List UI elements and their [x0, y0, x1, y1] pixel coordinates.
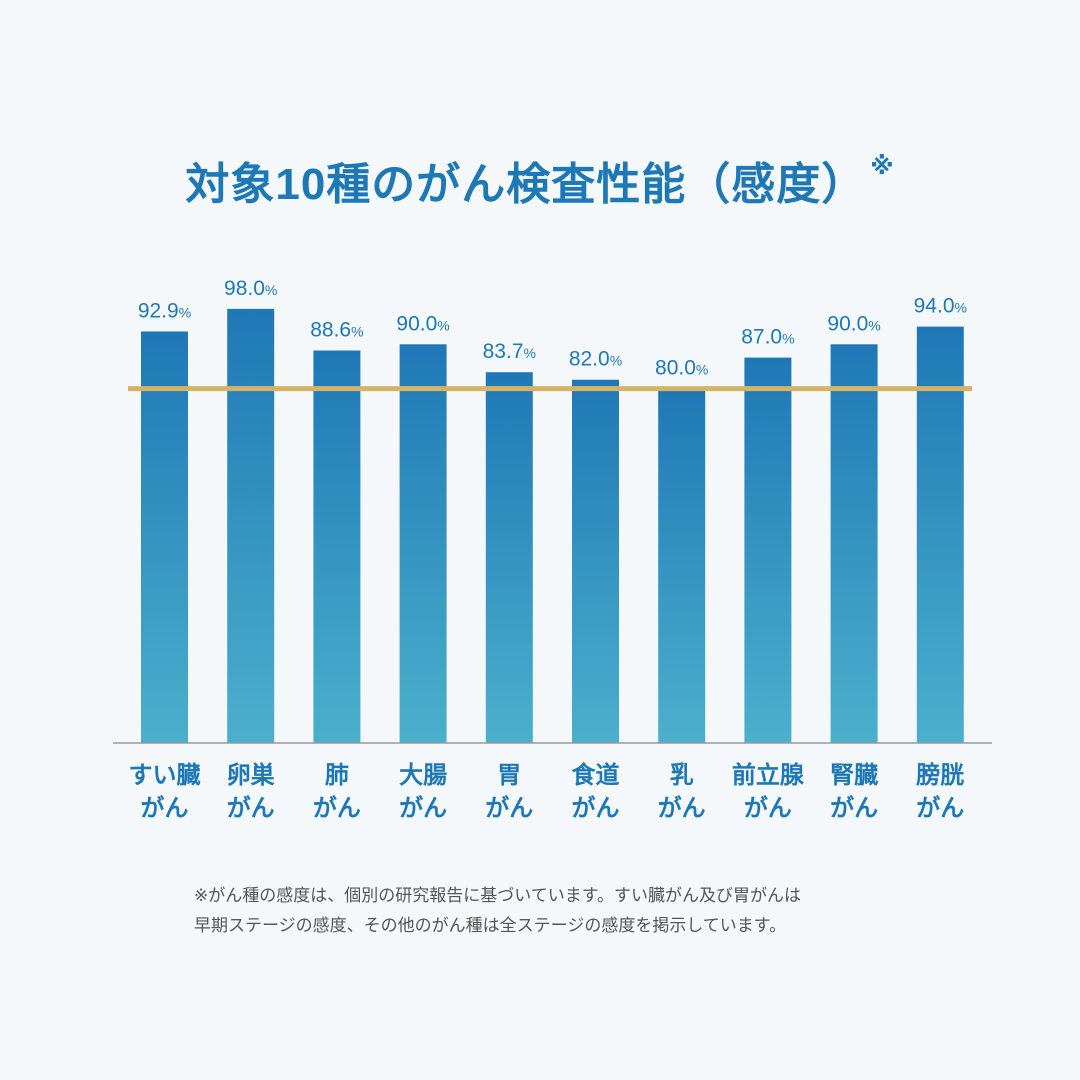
- category-label: 食道: [572, 761, 620, 789]
- category-label: がん: [227, 794, 275, 822]
- title-note-mark: ※: [870, 153, 895, 180]
- category-label: がん: [313, 794, 361, 822]
- value-label: 80.0%: [655, 357, 708, 380]
- category-label: がん: [830, 794, 878, 822]
- category-label: 卵巣: [227, 761, 276, 789]
- bar: [227, 308, 275, 743]
- footnote: ※がん種の感度は、個別の研究報告に基づいています。すい臓がん及び胃がんは 早期ス…: [194, 881, 801, 941]
- category-label: がん: [572, 794, 620, 822]
- bar: [141, 331, 188, 743]
- category-label: がん: [744, 794, 792, 822]
- value-label: 87.0%: [741, 326, 794, 349]
- category-label: 肺: [325, 762, 349, 789]
- value-label: 88.6%: [310, 319, 363, 342]
- value-label: 90.0%: [827, 312, 880, 335]
- category-label: 乳: [670, 761, 694, 789]
- category-label: 胃: [497, 762, 521, 789]
- category-label: すい臓: [129, 762, 201, 789]
- bar: [916, 326, 964, 743]
- chart-title: 対象10種のがん検査性能（感度） ※: [0, 148, 1080, 212]
- category-label: がん: [658, 794, 706, 822]
- bar: [744, 357, 792, 743]
- bar: [399, 344, 447, 743]
- bar: [658, 388, 706, 743]
- value-label: 82.0%: [569, 348, 622, 371]
- value-label: 90.0%: [396, 312, 449, 335]
- value-label: 94.0%: [914, 295, 967, 318]
- category-label: がん: [485, 794, 533, 822]
- bar: [572, 379, 619, 743]
- category-label: がん: [916, 794, 964, 822]
- category-label: がん: [399, 794, 447, 822]
- title-text: 対象10種のがん検査性能（感度）: [185, 160, 867, 209]
- value-label: 83.7%: [483, 340, 536, 363]
- bar: [313, 350, 361, 743]
- footnote-line: ※がん種の感度は、個別の研究報告に基づいています。すい臓がん及び胃がんは: [194, 886, 802, 905]
- value-label: 92.9%: [138, 299, 191, 322]
- category-label: 膀胱: [915, 761, 964, 789]
- category-label: がん: [141, 794, 189, 822]
- category-label: 前立腺: [732, 761, 805, 789]
- footnote-line: 早期ステージの感度、その他のがん種は全ステージの感度を掲示しています。: [194, 916, 787, 935]
- value-label: 98.0%: [224, 277, 277, 300]
- category-label: 腎臓: [830, 762, 878, 789]
- bar: [830, 344, 878, 743]
- category-label: 大腸: [399, 762, 447, 789]
- bar: [485, 372, 533, 743]
